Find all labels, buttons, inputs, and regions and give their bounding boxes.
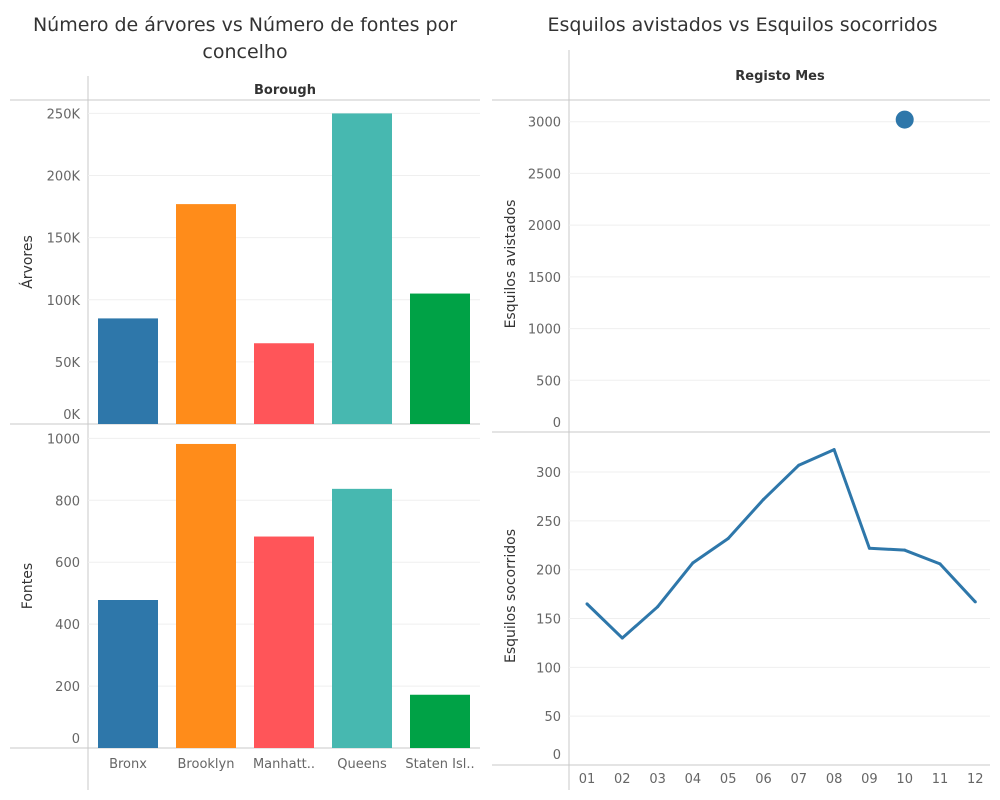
sightings-ytick-label: 1000 <box>528 323 561 338</box>
trees-axis-title: Árvores <box>19 235 36 289</box>
month-label: 01 <box>579 772 596 787</box>
sightings-axis-title: Esquilos avistados <box>503 200 519 329</box>
fountains-ytick-label: 1000 <box>47 432 80 447</box>
rescues-axis-title: Esquilos socorridos <box>503 529 519 663</box>
sightings-ytick-label: 1500 <box>528 271 561 286</box>
month-label: 05 <box>720 772 737 787</box>
fountains-bar-0 <box>98 600 158 748</box>
rescues-point <box>762 497 765 501</box>
trees-bar-2 <box>254 343 314 424</box>
sightings-point <box>895 110 914 129</box>
rescues-point <box>726 536 730 540</box>
rescues-point <box>620 636 624 640</box>
month-label: 11 <box>932 772 949 787</box>
trees-bar-1 <box>176 204 236 424</box>
trees-ytick-label: 100K <box>47 294 81 309</box>
left-chart-title: Número de árvores vs Número de fontes po… <box>32 14 458 63</box>
rescues-point <box>797 463 801 467</box>
fountains-bar-3 <box>332 488 392 748</box>
rescues-ytick-label: 200 <box>536 564 561 579</box>
month-label: 04 <box>685 772 702 787</box>
trees-bar-0 <box>98 318 158 424</box>
right-chart-title: Esquilos avistados vs Esquilos socorrido… <box>547 14 938 36</box>
trees-bar-3 <box>332 113 392 424</box>
borough-label: Bronx <box>109 757 147 772</box>
rescues-point <box>691 561 695 565</box>
month-label: 06 <box>755 772 772 787</box>
trees-ytick-label: 0K <box>63 408 80 423</box>
rescues-point <box>585 602 589 606</box>
fountains-bar-4 <box>410 694 470 748</box>
fountains-ytick-label: 600 <box>55 556 80 571</box>
rescues-ytick-label: 100 <box>536 661 561 676</box>
rescues-ytick-label: 50 <box>544 710 561 725</box>
trees-ytick-label: 150K <box>47 232 81 247</box>
rescues-ytick-label: 150 <box>536 613 561 628</box>
fountains-bar-1 <box>176 443 236 748</box>
rescues-point <box>832 448 836 452</box>
borough-label: Brooklyn <box>178 757 235 772</box>
month-label: 02 <box>614 772 631 787</box>
fountains-ytick-label: 0 <box>72 732 80 747</box>
rescues-ytick-label: 250 <box>536 515 561 530</box>
rescues-ytick-label: 0 <box>553 748 561 763</box>
fountains-ytick-label: 400 <box>55 618 80 633</box>
month-label: 09 <box>861 772 878 787</box>
fountains-ytick-label: 200 <box>55 680 80 695</box>
fountains-ytick-label: 800 <box>55 494 80 509</box>
month-label: 10 <box>896 772 913 787</box>
rescues-point <box>867 546 871 550</box>
sightings-ytick-label: 0 <box>553 416 561 431</box>
sightings-ytick-label: 3000 <box>528 116 561 131</box>
fountains-bar-2 <box>254 536 314 748</box>
trees-bar-4 <box>410 293 470 424</box>
borough-label: Queens <box>337 757 387 772</box>
fountains-axis-title: Fontes <box>20 563 36 609</box>
rescues-line <box>585 448 977 640</box>
rescues-point <box>938 562 942 566</box>
borough-label: Staten Isl.. <box>405 757 474 772</box>
month-label: 12 <box>967 772 984 787</box>
rescues-point <box>656 605 660 609</box>
rescues-ytick-label: 300 <box>536 466 561 481</box>
sightings-ytick-label: 500 <box>536 374 561 389</box>
month-label: 03 <box>649 772 666 787</box>
trees-ytick-label: 250K <box>47 107 81 122</box>
right-header-label: Registo Mes <box>735 69 825 84</box>
month-label: 07 <box>791 772 808 787</box>
trees-ytick-label: 50K <box>55 356 81 371</box>
sightings-ytick-label: 2500 <box>528 167 561 182</box>
trees-ytick-label: 200K <box>47 170 81 185</box>
left-header-label: Borough <box>254 83 316 98</box>
rescues-point <box>973 600 977 604</box>
sightings-ytick-label: 2000 <box>528 219 561 234</box>
rescues-point <box>903 548 907 552</box>
month-label: 08 <box>826 772 843 787</box>
borough-label: Manhatt.. <box>253 757 315 772</box>
